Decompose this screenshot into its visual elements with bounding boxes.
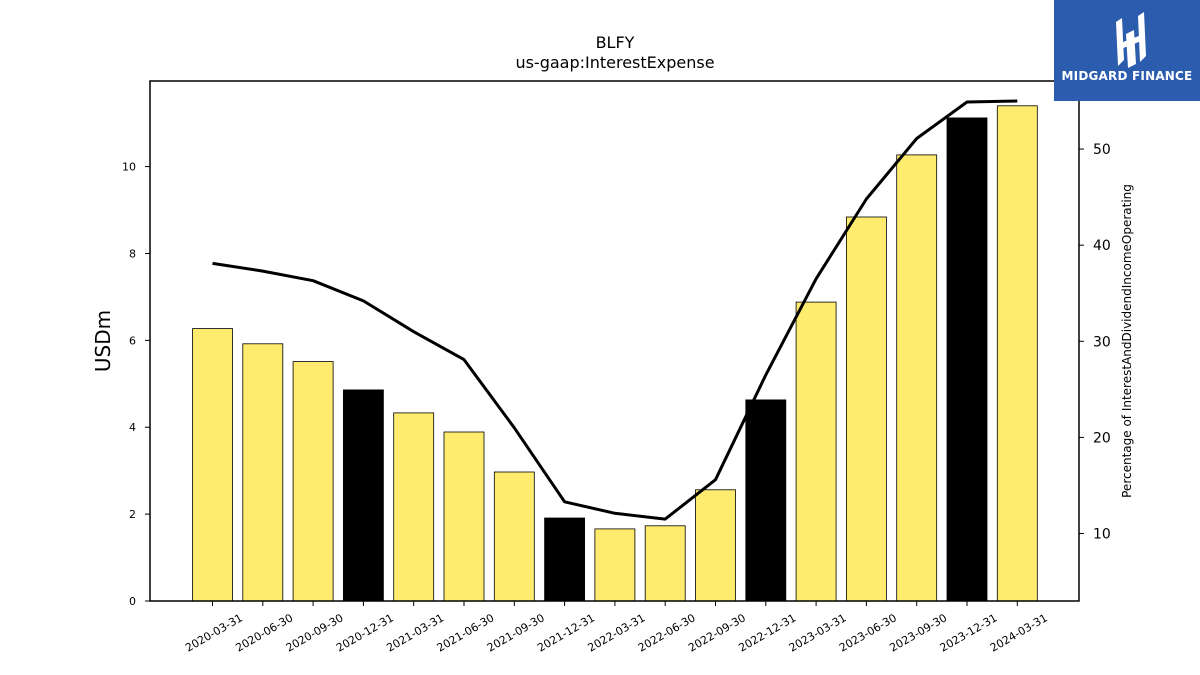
y-axis-left: 0 2 4 6 8 10 [122, 161, 150, 608]
brand-logo: MIDGARD FINANCE [1054, 0, 1200, 101]
y-axis-label: USDm [91, 310, 115, 372]
y2-tick-label: 40 [1093, 238, 1111, 254]
bar-2021-03-31 [393, 412, 435, 602]
x-tick-label: 2024-03-31 [988, 611, 1050, 654]
y2-axis-label: Percentage of InterestAndDividendIncomeO… [1120, 184, 1134, 498]
y-tick-label: 6 [129, 334, 136, 347]
y2-tick-label: 30 [1093, 334, 1111, 350]
bar-2020-12-31 [342, 389, 384, 602]
y2-tick-label: 20 [1093, 430, 1111, 446]
bar-2023-12-31 [946, 117, 988, 602]
bar-2021-06-30 [443, 431, 485, 602]
y2-tick-label: 10 [1093, 527, 1111, 543]
midgard-logo-icon [1116, 12, 1146, 68]
bar-2023-09-30 [896, 154, 938, 602]
bar-2024-03-31 [996, 105, 1038, 602]
bar-2022-12-31 [745, 399, 787, 602]
chart-subtitle: us-gaap:InterestExpense [515, 53, 714, 72]
bar-2023-03-31 [795, 301, 837, 602]
y-tick-label: 10 [122, 161, 136, 174]
y-tick-label: 8 [129, 247, 136, 260]
y-tick-label: 4 [129, 421, 136, 434]
y-tick-label: 2 [129, 508, 136, 521]
x-axis: 2020-03-312020-06-302020-09-302020-12-31… [183, 601, 1050, 655]
bar-series [192, 105, 1038, 602]
bar-2020-06-30 [242, 343, 284, 602]
y-tick-label: 0 [129, 595, 136, 608]
chart-title: BLFY [596, 33, 635, 52]
y-axis-right: 10 20 30 40 50 [1079, 142, 1111, 543]
bar-2020-09-30 [292, 361, 334, 602]
line-percentage [212, 99, 1018, 521]
bar-2022-03-31 [594, 528, 636, 602]
y2-tick-label: 50 [1093, 142, 1111, 158]
bar-2023-06-30 [846, 216, 887, 602]
bar-2021-12-31 [544, 517, 585, 602]
bar-2022-06-30 [644, 525, 686, 602]
bar-2021-09-30 [493, 471, 535, 602]
line-series [212, 99, 1018, 521]
logo-text: MIDGARD FINANCE [1061, 69, 1193, 83]
bar-2020-03-31 [192, 328, 233, 602]
bar-2022-09-30 [695, 489, 736, 602]
plot-frame [149, 80, 1080, 602]
